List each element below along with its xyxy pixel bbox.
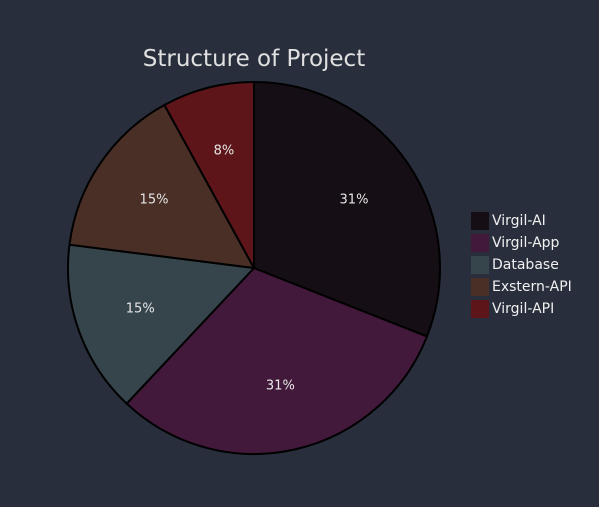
legend: Virgil-AI Virgil-App Database Exstern-API Vi… <box>471 212 572 318</box>
pie-percent-labels: 31% 31% 15% 15% 8% <box>126 143 369 393</box>
slice-percent-label: 31% <box>340 193 369 208</box>
legend-swatch <box>471 278 489 296</box>
slice-percent-label: 31% <box>266 378 295 393</box>
legend-swatch <box>471 300 489 318</box>
pie-slices <box>67 80 441 455</box>
slice-percent-label: 8% <box>214 143 235 158</box>
slice-percent-label: 15% <box>140 193 169 208</box>
legend-swatch <box>471 234 489 252</box>
legend-label: Virgil-API <box>492 301 554 317</box>
pie-slice-exstern-api <box>68 103 256 270</box>
legend-swatch <box>471 212 489 230</box>
legend-label: Database <box>492 257 559 273</box>
legend-label: Virgil-App <box>492 235 560 251</box>
legend-swatch <box>471 256 489 274</box>
legend-label: Virgil-AI <box>492 213 546 229</box>
pie-slice-virgil-ai <box>253 80 441 338</box>
legend-label: Exstern-API <box>492 279 572 295</box>
slice-percent-label: 15% <box>126 301 155 316</box>
chart-title: Structure of Project <box>143 46 365 72</box>
pie-slice-database <box>67 243 257 406</box>
pie-slice-virgil-api <box>163 80 255 269</box>
pie-slice-virgil-app <box>125 266 429 455</box>
